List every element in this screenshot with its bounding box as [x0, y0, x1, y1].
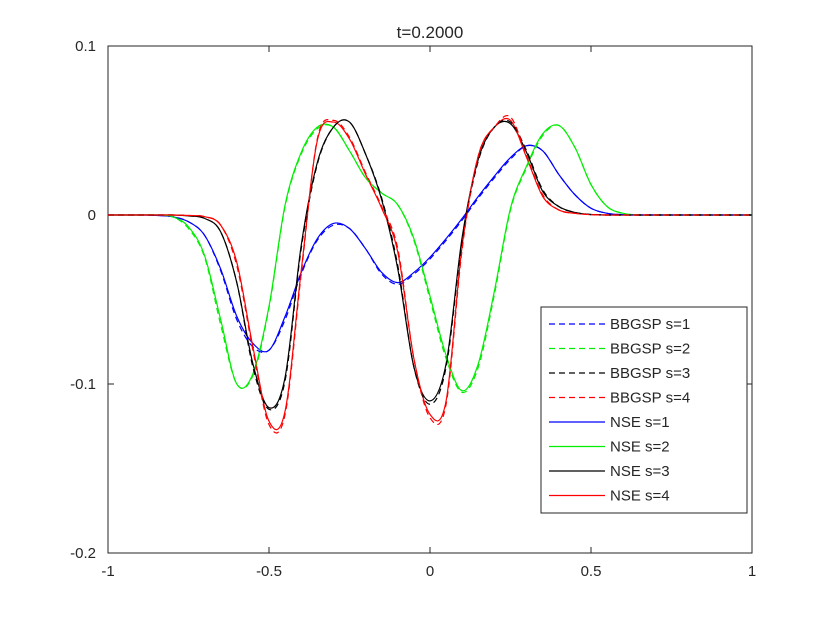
series-line-bbgsp-s-4: [108, 115, 752, 434]
y-tick-label: 0.1: [75, 38, 96, 55]
series-line-bbgsp-s-1: [108, 144, 752, 354]
x-tick-label: 0: [426, 563, 434, 580]
series-line-bbgsp-s-3: [108, 119, 752, 411]
legend-label: NSE s=2: [610, 439, 670, 456]
legend-label: BBGSP s=1: [610, 316, 690, 333]
legend-label: BBGSP s=4: [610, 390, 690, 407]
y-tick-label: 0: [88, 207, 96, 224]
legend-label: BBGSP s=3: [610, 365, 690, 382]
y-tick-label: -0.2: [70, 545, 96, 562]
chart-title: t=0.2000: [397, 23, 464, 42]
legend-label: NSE s=1: [610, 414, 670, 431]
y-tick-label: -0.1: [70, 376, 96, 393]
x-tick-label: 1: [748, 563, 756, 580]
legend-label: NSE s=4: [610, 488, 670, 505]
x-tick-label: 0.5: [581, 563, 602, 580]
legend-box: [540, 306, 748, 514]
x-tick-label: -0.5: [256, 563, 282, 580]
x-tick-label: -1: [101, 563, 114, 580]
legend-label: BBGSP s=2: [610, 341, 690, 358]
legend-label: NSE s=3: [610, 463, 670, 480]
